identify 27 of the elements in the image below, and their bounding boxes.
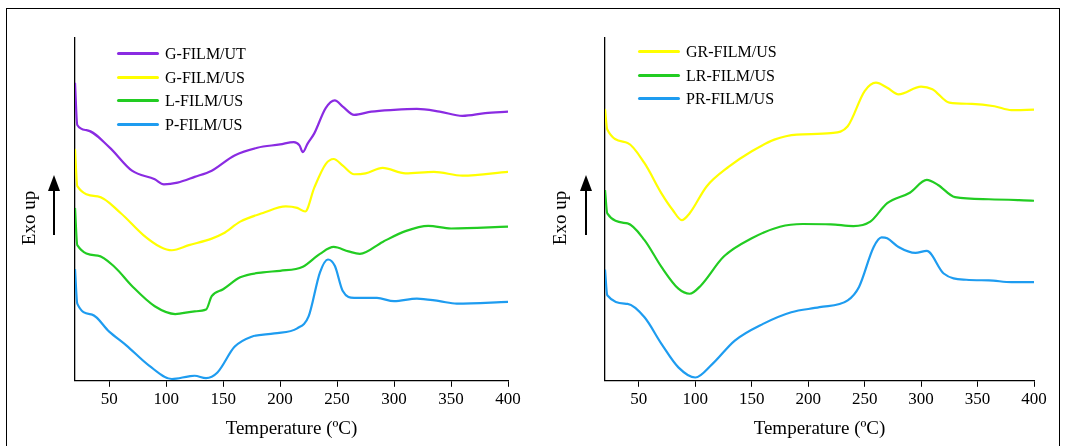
y-axis-title: Exo up [18,190,40,246]
x-tick-label: 350 [438,389,464,409]
legend-label: G-FILM/US [165,67,246,88]
legend-label: PR-FILM/US [686,89,775,109]
x-tick-label: 250 [324,389,350,409]
legend-label: L-FILM/US [165,91,244,111]
x-tick-label: 150 [739,389,765,409]
x-tick-label: 200 [795,389,821,409]
x-tick-label: 300 [381,389,407,409]
x-tick-label: 300 [908,389,934,409]
y-axis-title: Exo up [549,190,571,246]
x-tick-label: 100 [153,389,179,409]
x-tick-label: 200 [267,389,293,409]
x-axis-title: Temperature (ºC) [753,416,886,439]
x-tick-label: 250 [851,389,878,409]
x-tick-label: 50 [630,389,648,409]
x-tick-label: 350 [964,389,991,409]
x-axis-title: Temperature (ºC) [225,416,358,439]
legend-label: P-FILM/US [165,114,243,135]
legend-label: LR-FILM/US [686,65,775,86]
legend-label: GR-FILM/US [686,42,777,62]
x-tick-label: 150 [210,389,236,409]
x-tick-label: 400 [495,389,521,409]
legend-label: G-FILM/UT [165,44,246,64]
x-tick-label: 100 [682,389,709,409]
x-tick-label: 400 [1021,389,1047,409]
x-tick-label: 50 [100,389,118,409]
